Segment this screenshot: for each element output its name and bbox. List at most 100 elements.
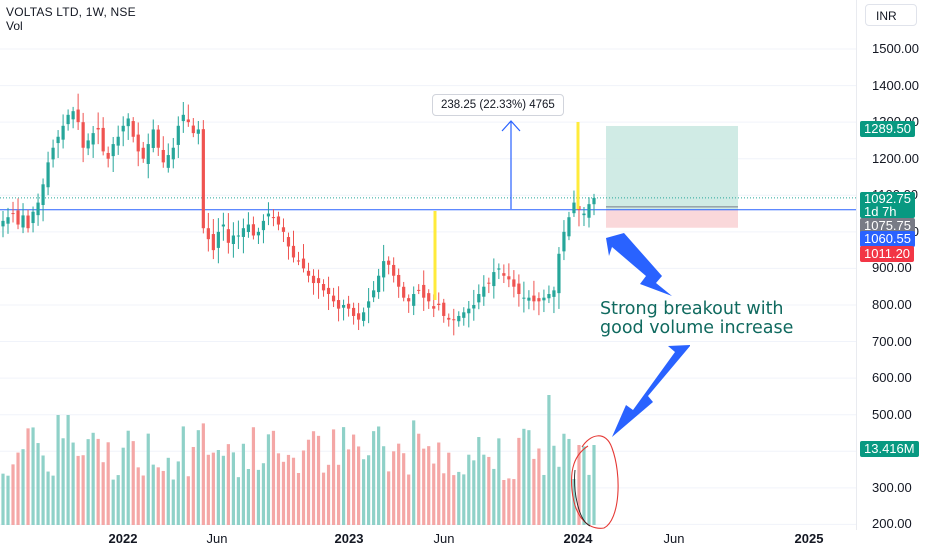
candle-body [336, 300, 341, 309]
volume-bar [231, 452, 235, 525]
volume-bar [301, 450, 306, 525]
candle-body [151, 129, 155, 148]
candle-body [532, 295, 536, 302]
candle-body [121, 125, 125, 132]
volume-bar [256, 469, 261, 525]
volume-pointer-arrow [612, 345, 690, 437]
candle-body [472, 304, 476, 309]
symbol-label[interactable]: VOLTAS LTD, 1W, NSE [6, 5, 136, 19]
volume-bar [457, 471, 461, 525]
candle-body [587, 204, 591, 218]
candle-body [542, 297, 546, 301]
candle-body [126, 118, 130, 127]
candle-body [281, 227, 286, 232]
volume-bar [1, 473, 5, 525]
volume-bar [567, 438, 571, 525]
candle-body [36, 202, 40, 216]
candle-body [422, 284, 426, 298]
candle-body [6, 217, 10, 224]
price-tick-label: 800.00 [872, 296, 912, 312]
volume-bar [311, 431, 316, 525]
candle-body [592, 197, 596, 205]
volume-bar [201, 423, 205, 525]
volume-bar [562, 433, 566, 525]
volume-bar [412, 420, 416, 525]
measure-callout: 238.25 (22.33%) 4765 [432, 94, 564, 116]
price-tick-label: 1200.00 [872, 150, 919, 166]
candle-body [572, 202, 576, 214]
candle-body [462, 312, 466, 318]
volume-bar [226, 444, 230, 525]
candle-body [552, 290, 556, 297]
volume-bar [6, 475, 10, 525]
volume-bar [437, 442, 441, 525]
volume-bar [427, 446, 431, 525]
volume-bar [161, 470, 165, 525]
candle-body [412, 294, 416, 306]
candle-body [21, 215, 25, 228]
volume-bar [522, 428, 526, 525]
volume-indicator-label[interactable]: Vol [6, 19, 23, 33]
candle-body [116, 136, 120, 146]
volume-bar [146, 433, 150, 525]
volume-bar [402, 453, 406, 525]
price-tick-label: 700.00 [872, 333, 912, 349]
candle-body [211, 234, 215, 251]
volume-bar [296, 473, 301, 525]
candle-body [367, 301, 371, 308]
volume-bar [26, 428, 30, 525]
volume-bar [36, 443, 40, 525]
candle-body [296, 260, 301, 262]
candle-body [26, 215, 30, 229]
volume-bar [321, 472, 326, 525]
volume-bar [537, 448, 541, 525]
candle-body [41, 184, 45, 205]
volume-bar [206, 454, 210, 525]
volume-bar [216, 450, 220, 525]
candle-body [482, 286, 486, 297]
time-tick-label: 2024 [563, 531, 593, 546]
volume-bar [266, 434, 271, 525]
candle-body [216, 231, 220, 248]
candle-body [341, 304, 346, 308]
volume-bar [11, 464, 15, 525]
last-price-value: 1092.75 [864, 191, 911, 206]
volume-bar [126, 430, 130, 525]
volume-bar [271, 430, 276, 525]
volume-bar [61, 438, 65, 525]
candle-body [467, 308, 471, 314]
candle-body [251, 224, 256, 236]
time-tick-label: 2023 [334, 531, 364, 546]
candle-body [301, 258, 306, 269]
candle-body [196, 129, 200, 134]
price-tick-label: 600.00 [872, 370, 912, 386]
volume-bar [66, 415, 70, 525]
candle-body [547, 294, 551, 299]
candle-body [106, 152, 110, 159]
candle-body [226, 229, 230, 243]
volume-bar [41, 455, 45, 525]
volume-bar [442, 473, 446, 525]
volume-bar [281, 461, 286, 525]
candle-body [271, 217, 276, 219]
volume-bar [417, 433, 421, 525]
currency-button[interactable]: INR [865, 4, 917, 26]
candle-body [156, 129, 160, 148]
volume-bar [422, 448, 426, 525]
candle-body [447, 317, 451, 320]
candle-body [557, 253, 561, 294]
volume-bar [482, 454, 486, 525]
volume-bar [166, 457, 170, 525]
volume-bar [96, 438, 100, 525]
candle-body [101, 127, 105, 152]
candle-body [377, 275, 381, 293]
candle-body [522, 297, 526, 299]
candle-body [351, 307, 356, 316]
volume-bar [502, 479, 506, 525]
volume-bar [51, 475, 55, 525]
volume-bar [136, 467, 140, 525]
volume-bar [512, 479, 516, 525]
volume-bar [101, 462, 105, 525]
price-tick-label: 300.00 [872, 479, 912, 495]
